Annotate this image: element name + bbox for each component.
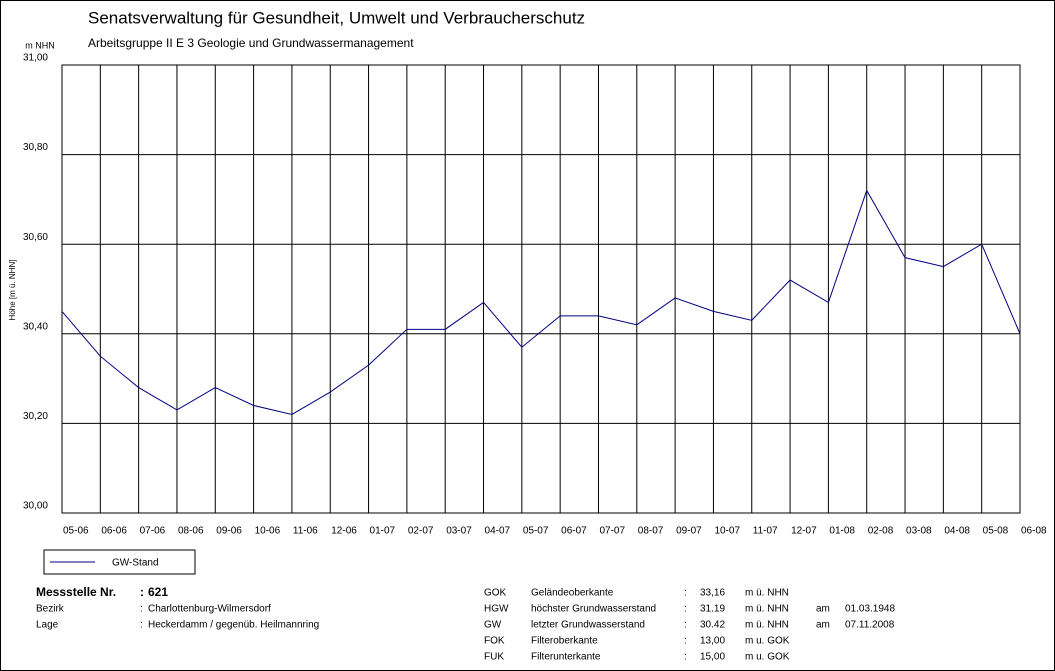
info-cell: am bbox=[816, 604, 830, 615]
info-cell: 07.11.2008 bbox=[845, 620, 895, 631]
info-label: Messstelle Nr. bbox=[36, 585, 116, 599]
x-tick-label: 05-07 bbox=[523, 526, 549, 537]
info-value: 621 bbox=[148, 585, 168, 599]
info-cell: m ü. NHN bbox=[745, 604, 789, 615]
info-label: Bezirk bbox=[36, 604, 65, 615]
info-cell: GOK bbox=[484, 588, 507, 599]
info-cell: m u. GOK bbox=[745, 636, 790, 647]
info-sep: : bbox=[140, 604, 143, 615]
x-tick-label: 11-07 bbox=[753, 526, 778, 537]
x-tick-label: 07-06 bbox=[140, 526, 166, 537]
info-cell: Filterunterkante bbox=[531, 652, 601, 663]
x-tick-label: 07-07 bbox=[599, 526, 625, 537]
x-tick-label: 04-08 bbox=[944, 526, 970, 537]
info-cell: FOK bbox=[484, 636, 505, 647]
x-tick-label: 05-08 bbox=[983, 526, 1009, 537]
info-cell: : bbox=[684, 652, 687, 663]
x-tick-label: 05-06 bbox=[63, 526, 89, 537]
y-tick-label: 30,20 bbox=[23, 411, 48, 422]
info-cell: 13,00 bbox=[700, 636, 725, 647]
x-tick-label: 10-07 bbox=[714, 526, 740, 537]
info-sep: : bbox=[140, 620, 143, 631]
info-cell: Filteroberkante bbox=[531, 636, 598, 647]
x-tick-label: 06-07 bbox=[561, 526, 587, 537]
x-tick-label: 11-06 bbox=[293, 526, 318, 537]
x-tick-label: 03-08 bbox=[906, 526, 932, 537]
info-cell: : bbox=[684, 636, 687, 647]
info-cell: 33,16 bbox=[700, 588, 725, 599]
info-cell: FUK bbox=[484, 652, 504, 663]
x-tick-label: 12-07 bbox=[791, 526, 817, 537]
x-tick-label: 02-07 bbox=[408, 526, 434, 537]
info-sep: : bbox=[140, 585, 144, 599]
x-tick-label: 09-06 bbox=[216, 526, 242, 537]
y-tick-label: 30,80 bbox=[23, 142, 48, 153]
y-tick-label: 31,00 bbox=[23, 53, 48, 64]
info-cell: : bbox=[684, 588, 687, 599]
info-cell: : bbox=[684, 604, 687, 615]
info-cell: letzter Grundwasserstand bbox=[531, 620, 645, 631]
x-tick-label: 12-06 bbox=[331, 526, 357, 537]
info-value: Heckerdamm / gegenüb. Heilmannring bbox=[148, 620, 319, 631]
x-tick-label: 06-08 bbox=[1021, 526, 1047, 537]
info-cell: m u. GOK bbox=[745, 652, 790, 663]
y-axis-label: Höhe [m ü. NHN] bbox=[8, 260, 17, 321]
info-cell: am bbox=[816, 620, 830, 631]
y-tick-label: 30,00 bbox=[23, 501, 48, 512]
x-tick-label: 08-07 bbox=[638, 526, 664, 537]
y-tick-label: 30,60 bbox=[23, 232, 48, 243]
chart-subtitle: Arbeitsgruppe II E 3 Geologie und Grundw… bbox=[88, 36, 414, 50]
info-cell: : bbox=[684, 620, 687, 631]
info-cell: 01.03.1948 bbox=[845, 604, 895, 615]
info-value: Charlottenburg-Wilmersdorf bbox=[148, 604, 271, 615]
x-tick-label: 01-08 bbox=[829, 526, 855, 537]
info-label: Lage bbox=[36, 620, 59, 631]
x-tick-label: 01-07 bbox=[370, 526, 396, 537]
legend-label: GW-Stand bbox=[112, 558, 159, 569]
x-tick-label: 08-06 bbox=[178, 526, 204, 537]
info-cell: HGW bbox=[484, 604, 509, 615]
x-tick-label: 06-06 bbox=[101, 526, 127, 537]
data-line bbox=[61, 189, 1021, 415]
x-tick-label: 10-06 bbox=[255, 526, 281, 537]
info-cell: 31.19 bbox=[700, 604, 725, 615]
chart-title: Senatsverwaltung für Gesundheit, Umwelt … bbox=[88, 8, 585, 27]
info-cell: Geländeoberkante bbox=[531, 588, 614, 599]
y-tick-label: 30,40 bbox=[23, 321, 48, 332]
info-cell: 15,00 bbox=[700, 652, 725, 663]
y-unit: m NHN bbox=[25, 40, 55, 50]
x-tick-label: 09-07 bbox=[676, 526, 702, 537]
info-cell: m ü. NHN bbox=[745, 620, 789, 631]
x-tick-label: 04-07 bbox=[485, 526, 511, 537]
info-cell: m ü. NHN bbox=[745, 588, 789, 599]
x-tick-label: 03-07 bbox=[446, 526, 472, 537]
info-cell: GW bbox=[484, 620, 502, 631]
info-cell: höchster Grundwasserstand bbox=[531, 604, 656, 615]
info-cell: 30.42 bbox=[700, 620, 725, 631]
x-tick-label: 02-08 bbox=[868, 526, 894, 537]
